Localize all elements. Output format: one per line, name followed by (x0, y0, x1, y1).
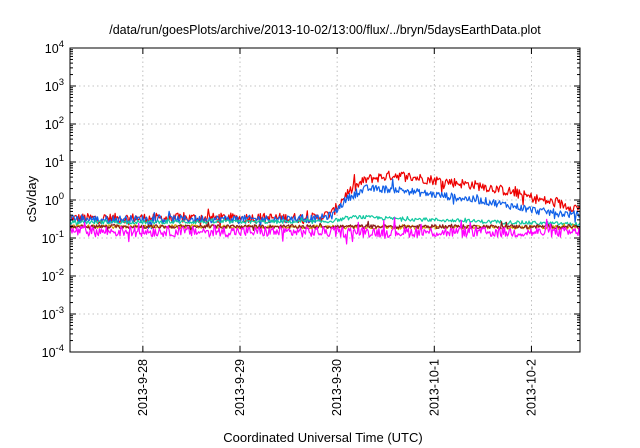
x-tick-label: 2013-10-1 (427, 359, 441, 416)
series-line-5 (69, 220, 581, 232)
y-tick-label: 101 (45, 153, 64, 170)
x-tick-label: 2013-9-30 (330, 359, 344, 416)
series-line-6 (69, 217, 581, 245)
y-tick-label: 10-4 (42, 343, 64, 360)
y-tick-labels: 10-4 10-3 10-2 10-1 100 101 102 103 104 (42, 39, 64, 360)
y-tick-label: 10-2 (42, 267, 64, 284)
y-tick-label: 104 (45, 39, 64, 56)
series-line-3 (69, 214, 581, 228)
series-line-2 (69, 178, 581, 230)
y-axis-label: cSv/day (24, 175, 39, 222)
y-tick-label: 10-3 (42, 305, 64, 322)
y-tick-label: 103 (45, 77, 64, 94)
axis-ticks (70, 47, 580, 353)
x-tick-labels: 2013-9-28 2013-9-29 2013-9-30 2013-10-1 2013… (136, 359, 539, 416)
y-tick-label: 10-1 (42, 229, 64, 246)
x-tick-label: 2013-9-28 (136, 359, 150, 416)
grid-lines (70, 48, 580, 352)
y-tick-label: 100 (45, 191, 64, 208)
chart-title: /data/run/goesPlots/archive/2013-10-02/1… (109, 23, 541, 37)
y-tick-label: 102 (45, 115, 64, 132)
x-axis-label: Coordinated Universal Time (UTC) (223, 430, 422, 445)
x-tick-label: 2013-9-29 (233, 359, 247, 416)
x-tick-label: 2013-10-2 (524, 359, 538, 416)
series-layer (69, 170, 581, 245)
series-line-1 (69, 170, 581, 229)
